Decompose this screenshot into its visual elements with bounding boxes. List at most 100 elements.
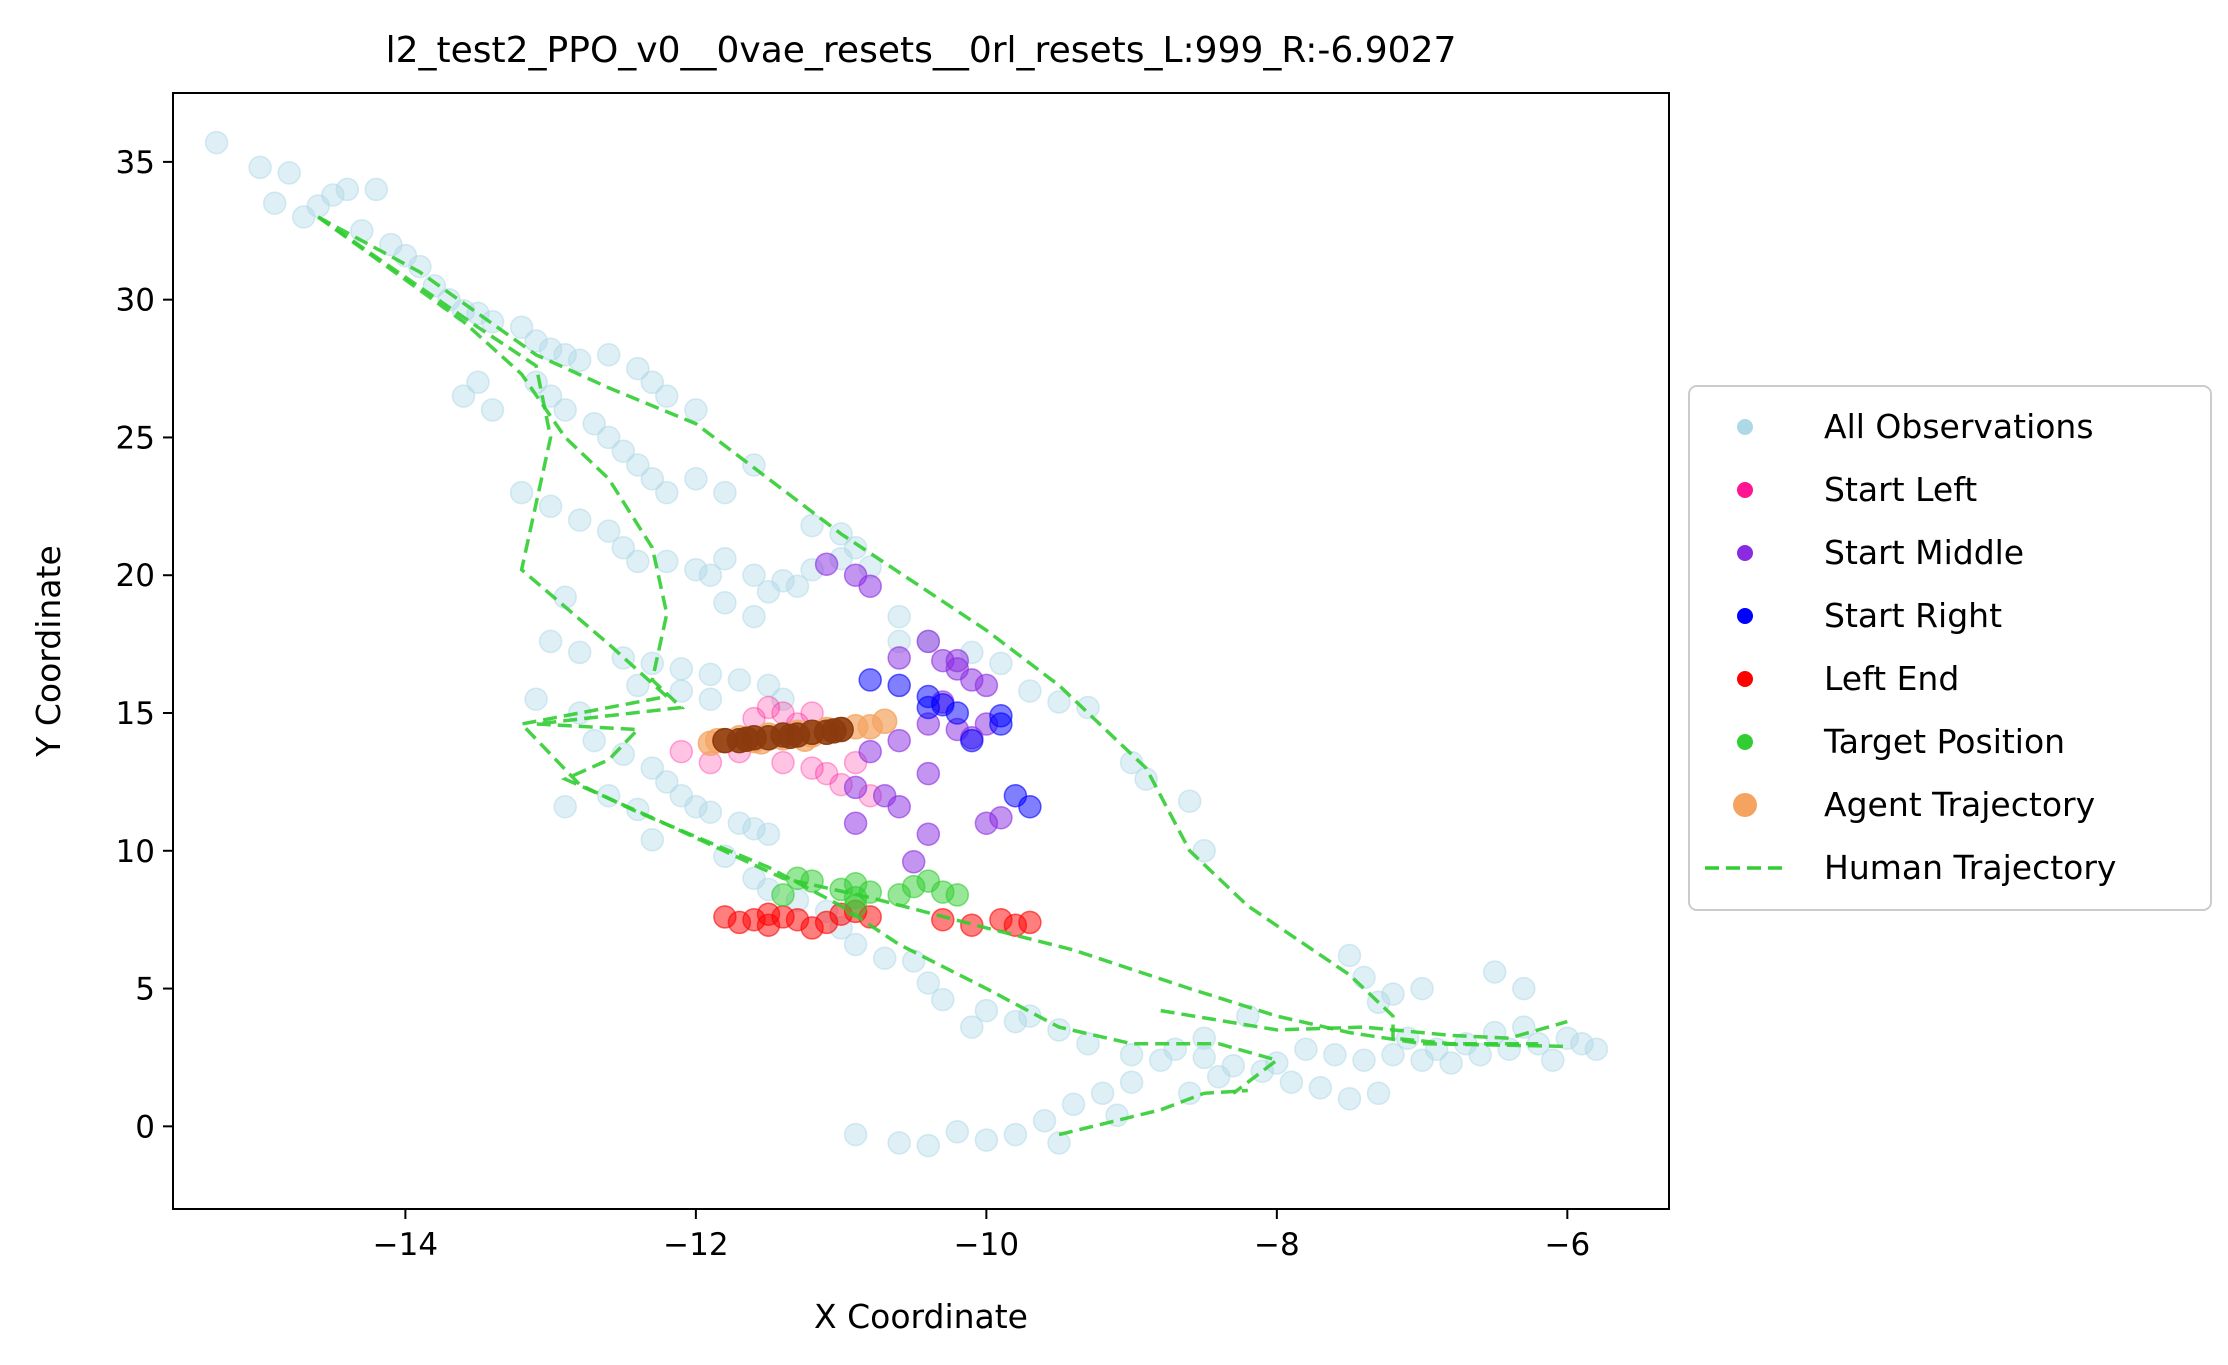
all-observations-point: [524, 329, 548, 353]
all-observations-point: [684, 398, 708, 422]
all-observations-point: [538, 494, 563, 519]
legend-label-start-right: Start Right: [1824, 596, 2002, 635]
all-observations-point: [684, 467, 708, 491]
legend-label-left-end: Left End: [1824, 659, 1959, 698]
all-observations-point: [945, 1120, 970, 1144]
y-tick-label: 35: [116, 145, 155, 181]
all-observations-point: [1119, 1070, 1144, 1094]
all-observations-point: [1352, 1048, 1376, 1072]
all-observations-point: [756, 822, 781, 846]
legend-label-all-observations: All Observations: [1824, 407, 2094, 446]
y-axis-label: Y Coordinate: [29, 545, 68, 758]
all-observations-point: [1090, 1081, 1115, 1106]
all-observations-point: [1047, 690, 1071, 714]
all-observations-point: [509, 315, 534, 339]
all-observations-point: [1279, 1070, 1304, 1094]
all-observations-point: [1177, 789, 1202, 813]
all-observations-point: [989, 651, 1013, 676]
all-observations-point: [655, 384, 679, 408]
all-observations-point: [640, 467, 665, 491]
all-observations-point: [596, 425, 621, 450]
legend-marker-left-end: [1737, 671, 1753, 687]
all-observations-point: [974, 998, 999, 1023]
start-middle-point: [916, 822, 941, 846]
all-observations-point: [742, 816, 766, 841]
start-left-point: [756, 695, 781, 720]
all-observations-point: [611, 535, 636, 560]
x-tick-label: −14: [373, 1227, 438, 1263]
all-observations-point: [771, 687, 795, 711]
all-observations-point: [713, 480, 737, 505]
start-middle-point: [916, 629, 941, 654]
all-observations-point: [611, 439, 636, 463]
all-observations-point: [655, 480, 679, 505]
y-tick-label: 10: [116, 834, 155, 870]
all-observations-point: [1192, 1045, 1216, 1070]
all-observations-point: [1366, 1081, 1391, 1106]
legend-marker-target-position: [1737, 734, 1753, 750]
all-observations-point: [1192, 839, 1216, 863]
all-observations-point: [1308, 1076, 1333, 1100]
all-observations-point: [1584, 1037, 1609, 1061]
start-middle-point: [858, 574, 882, 598]
start-left-point: [814, 761, 839, 786]
all-observations-point: [640, 828, 665, 852]
all-observations-point: [1337, 943, 1362, 968]
all-observations-point: [1206, 1064, 1231, 1089]
all-observations-point: [843, 535, 868, 560]
human-trajectory-line: [317, 215, 1539, 1046]
start-middle-point: [887, 728, 911, 753]
start-middle-point: [814, 552, 839, 576]
all-observations-point: [466, 370, 490, 395]
legend-label-start-left: Start Left: [1824, 470, 1977, 509]
human-trajectory-line: [317, 215, 1281, 1095]
all-observations-point: [698, 662, 723, 687]
all-observations-point: [626, 356, 650, 381]
all-observations-point: [843, 1122, 868, 1147]
all-observations-point: [669, 679, 694, 703]
all-observations-point: [698, 800, 723, 824]
start-right-point: [960, 728, 984, 753]
all-observations-point: [713, 546, 737, 571]
all-observations-point: [1076, 695, 1100, 720]
y-tick-label: 5: [135, 972, 155, 1008]
all-observations-point: [524, 687, 548, 711]
all-observations-point: [655, 549, 679, 574]
legend-marker-agent-trajectory: [1733, 793, 1757, 817]
all-observations-point: [974, 1128, 999, 1152]
left-end-point: [931, 907, 955, 932]
agent-trajectory-recent-point: [733, 726, 760, 752]
start-middle-point: [858, 739, 882, 764]
all-observations-point: [1482, 960, 1507, 984]
all-observations-point: [1018, 679, 1042, 703]
start-left-point: [669, 739, 694, 764]
all-observations-point: [350, 219, 374, 243]
all-observations-point: [553, 794, 577, 819]
all-observations-point: [1381, 1042, 1405, 1067]
all-observations-point: [843, 932, 868, 957]
all-observations-point: [785, 574, 810, 598]
all-observations-point: [1032, 1109, 1057, 1133]
start-left-point: [800, 756, 824, 780]
target-position-point: [945, 883, 970, 907]
all-observations-point: [713, 591, 737, 615]
agent-trajectory-recent-point: [821, 718, 847, 744]
all-observations-point: [538, 629, 563, 654]
all-observations-point: [1381, 982, 1405, 1006]
all-observations-point: [800, 513, 824, 538]
all-observations-point: [626, 453, 650, 477]
left-end-point: [756, 902, 781, 926]
all-observations-point: [596, 519, 621, 543]
y-tick-label: 15: [116, 696, 155, 732]
axes: −14 −12 −10 −8 −6 0 5 10 15 20 25 30 35: [116, 145, 1591, 1263]
start-left-point: [771, 750, 795, 775]
all-observations-point: [596, 783, 621, 808]
all-observations-point: [335, 177, 360, 202]
all-observations-point: [1003, 1009, 1028, 1034]
start-middle-point: [945, 648, 970, 673]
all-observations-point: [727, 668, 752, 692]
all-observations-point: [931, 987, 955, 1012]
legend-marker-start-right: [1737, 608, 1753, 624]
all-observations-point: [1076, 1031, 1100, 1056]
